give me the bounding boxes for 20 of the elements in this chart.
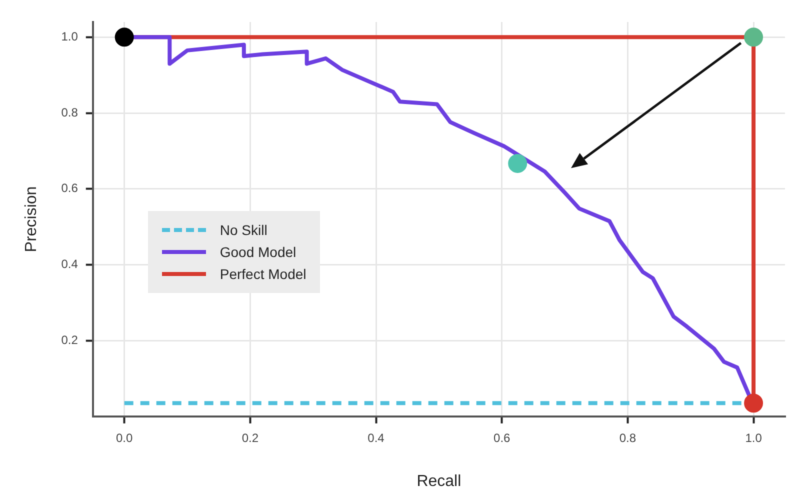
- y-tick-label: 1.0: [61, 29, 78, 44]
- point: [508, 154, 528, 173]
- legend-label: No Skill: [220, 222, 268, 238]
- x-tick-label: 0.8: [619, 430, 636, 445]
- y-axis-title: Precision: [23, 186, 40, 252]
- x-tick-label: 0.0: [116, 430, 134, 445]
- y-tick-label: 0.6: [61, 181, 78, 196]
- point: [744, 394, 764, 413]
- y-tick-label: 0.2: [61, 332, 78, 347]
- x-tick-label: 0.2: [242, 430, 259, 445]
- legend-label: Perfect Model: [220, 266, 306, 282]
- y-tick-label: 0.8: [61, 105, 78, 120]
- y-tick-label: 0.4: [61, 257, 78, 272]
- point: [744, 28, 764, 47]
- x-tick-label: 1.0: [745, 430, 762, 445]
- x-tick-label: 0.6: [494, 430, 511, 445]
- point: [114, 28, 134, 47]
- x-axis-title: Recall: [416, 472, 462, 490]
- x-tick-label: 0.4: [368, 430, 385, 445]
- legend-label: Good Model: [220, 244, 296, 260]
